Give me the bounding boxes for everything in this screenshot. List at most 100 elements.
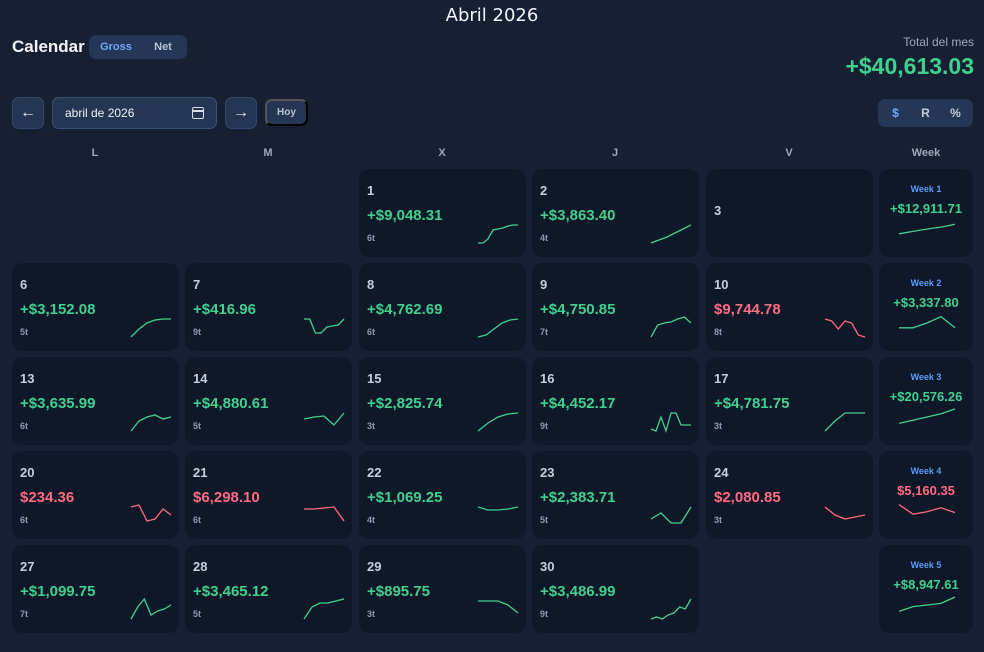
day-number: 28 [193,559,208,574]
day-cell[interactable]: 2 +$3,863.40 4t [532,169,699,257]
day-trade-count: 5t [193,421,202,431]
day-trade-count: 6t [20,421,29,431]
day-number: 30 [540,559,555,574]
week-summary[interactable]: Week 3 +$20,576.26 [879,357,973,445]
day-cell[interactable]: 16 +$4,452.17 9t [532,357,699,445]
day-cell[interactable]: 9 +$4,750.85 7t [532,263,699,351]
day-trade-count: 8t [714,327,723,337]
day-sparkline [824,412,865,432]
month-picker[interactable]: abril de 2026 [52,97,217,129]
day-trade-count: 6t [193,515,202,525]
day-cell[interactable]: 28 +$3,465.12 5t [185,545,352,633]
day-pnl: +$1,099.75 [20,583,96,600]
sparkline-path [130,504,172,522]
net-option[interactable]: Net [154,41,172,53]
week-label: Week 1 [910,184,942,194]
sparkline-path [303,598,345,620]
day-cell[interactable]: 29 +$895.75 3t [359,545,526,633]
day-trade-count: 6t [367,327,376,337]
day-pnl: +$4,452.17 [540,395,616,412]
today-button[interactable]: Hoy [265,99,308,126]
week-summary[interactable]: Week 5 +$8,947.61 [879,545,973,633]
week-summary[interactable]: Week 4 $5,160.35 [879,451,973,539]
sparkline-path [650,412,691,434]
day-cell[interactable]: 22 +$1,069.25 4t [359,451,526,539]
sparkline-path [478,224,518,244]
total-value: +$40,613.03 [845,53,974,79]
week-sparkline [899,315,956,329]
week-summary[interactable]: Week 1 +$12,911.71 [879,169,973,257]
day-cell[interactable]: 15 +$2,825.74 3t [359,357,526,445]
day-sparkline [130,504,172,522]
day-number: 20 [20,465,35,480]
day-sparkline [304,318,345,334]
sparkline-path [898,504,956,515]
day-trade-count: 9t [540,421,549,431]
sparkline-path [130,414,172,432]
sparkline-path [824,318,866,338]
week-sparkline [898,408,956,425]
day-trade-count: 3t [714,515,723,525]
day-number: 3 [714,203,722,218]
day-cell[interactable]: 17 +$4,781.75 3t [706,357,873,445]
day-sparkline [303,598,345,620]
prev-month-button[interactable]: ← [12,97,44,129]
unit-r-option[interactable]: R [921,106,930,120]
day-cell[interactable]: 13 +$3,635.99 6t [12,357,179,445]
day-sparkline [824,318,866,338]
unit-dollar-option[interactable]: $ [892,106,899,120]
sparkline-path [478,600,519,614]
day-number: 1 [367,183,375,198]
sparkline-path [898,408,956,425]
day-cell[interactable]: 3 [706,169,873,257]
calendar-title: Calendar [12,37,85,56]
day-trade-count: 4t [367,515,376,525]
day-cell[interactable]: 1 +$9,048.31 6t [359,169,526,257]
day-trade-count: 6t [367,233,376,243]
day-cell[interactable]: 8 +$4,762.69 6t [359,263,526,351]
weekday-header-2: X [438,147,446,159]
day-sparkline [130,318,171,338]
day-number: 23 [540,465,555,480]
day-number: 2 [540,183,548,198]
calendar-icon[interactable] [192,107,204,119]
week-pnl: +$8,947.61 [893,577,959,592]
day-number: 13 [20,371,35,386]
day-sparkline [650,598,692,620]
sparkline-path [477,506,519,511]
next-month-button[interactable]: → [225,97,257,129]
day-pnl: +$9,048.31 [367,207,443,224]
day-number: 27 [20,559,35,574]
day-cell[interactable]: 10 $9,744.78 8t [706,263,873,351]
sparkline-path [304,506,345,522]
day-number: 10 [714,277,729,292]
day-cell[interactable]: 6 +$3,152.08 5t [12,263,179,351]
week-summary[interactable]: Week 2 +$3,337.80 [879,263,973,351]
sparkline-path [650,316,692,338]
week-pnl: +$12,911.71 [890,201,962,216]
day-number: 29 [367,559,382,574]
day-sparkline [824,506,866,520]
day-cell[interactable]: 27 +$1,099.75 7t [12,545,179,633]
sparkline-path [650,506,692,524]
unit-toggle: $ R % [878,99,973,127]
gross-net-toggle: Gross Net [89,35,187,59]
month-picker-value: abril de 2026 [65,106,135,120]
day-sparkline [650,506,692,524]
day-sparkline [477,318,519,338]
unit-percent-option[interactable]: % [950,106,961,120]
day-cell[interactable]: 24 $2,080.85 3t [706,451,873,539]
day-cell[interactable]: 20 $234.36 6t [12,451,179,539]
day-trade-count: 3t [367,609,376,619]
day-cell[interactable]: 7 +$416.96 9t [185,263,352,351]
day-sparkline [130,597,172,620]
day-cell[interactable]: 23 +$2,383.71 5t [532,451,699,539]
day-pnl: $2,080.85 [714,489,781,506]
day-cell[interactable]: 21 $6,298.10 6t [185,451,352,539]
gross-option[interactable]: Gross [100,41,132,53]
day-pnl: +$3,152.08 [20,301,96,318]
day-cell[interactable]: 14 +$4,880.61 5t [185,357,352,445]
day-pnl: +$895.75 [367,583,430,600]
day-cell[interactable]: 30 +$3,486.99 9t [532,545,699,633]
sparkline-path [899,315,956,329]
